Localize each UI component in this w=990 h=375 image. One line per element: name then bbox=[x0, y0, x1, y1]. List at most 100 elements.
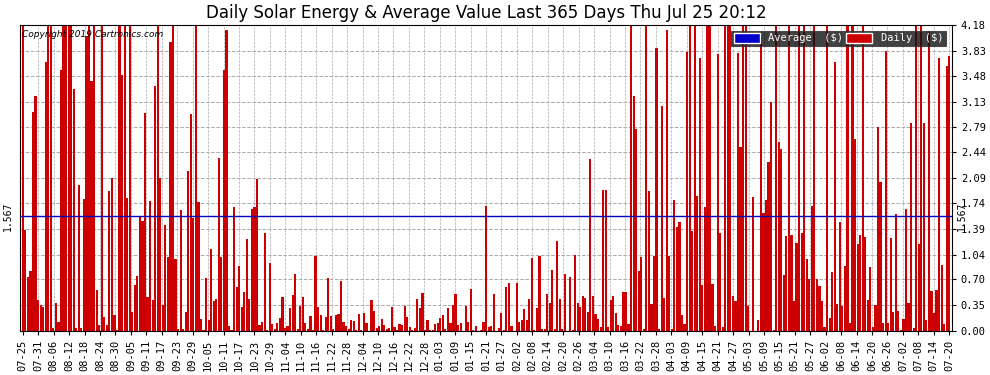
Bar bbox=[767, 162, 769, 330]
Bar bbox=[808, 279, 811, 330]
Bar bbox=[793, 301, 795, 330]
Bar bbox=[144, 113, 147, 330]
Bar bbox=[829, 318, 831, 330]
Bar bbox=[576, 303, 579, 330]
Bar bbox=[164, 225, 166, 330]
Bar bbox=[923, 123, 925, 330]
Bar bbox=[261, 322, 263, 330]
Bar bbox=[208, 320, 210, 330]
Bar bbox=[179, 210, 182, 330]
Bar bbox=[467, 322, 469, 330]
Bar bbox=[250, 209, 253, 330]
Bar bbox=[707, 25, 709, 330]
Bar bbox=[780, 149, 782, 330]
Bar bbox=[469, 289, 472, 330]
Bar bbox=[65, 25, 67, 330]
Bar bbox=[615, 313, 617, 330]
Bar bbox=[197, 202, 200, 330]
Bar bbox=[584, 298, 586, 330]
Bar bbox=[320, 315, 322, 330]
Bar bbox=[676, 227, 678, 330]
Bar bbox=[286, 326, 289, 330]
Bar bbox=[548, 303, 550, 330]
Bar bbox=[663, 298, 665, 330]
Bar bbox=[233, 207, 236, 330]
Bar bbox=[526, 320, 528, 330]
Bar bbox=[487, 327, 490, 330]
Bar bbox=[701, 285, 704, 330]
Bar bbox=[505, 287, 508, 330]
Bar bbox=[154, 87, 156, 330]
Bar bbox=[253, 207, 255, 330]
Bar bbox=[848, 323, 851, 330]
Bar bbox=[556, 241, 558, 330]
Bar bbox=[877, 128, 879, 330]
Bar bbox=[933, 312, 936, 330]
Bar bbox=[40, 304, 42, 330]
Bar bbox=[60, 70, 62, 330]
Text: Copyright 2019 Cartronics.com: Copyright 2019 Cartronics.com bbox=[22, 30, 163, 39]
Bar bbox=[345, 326, 347, 330]
Bar bbox=[126, 198, 129, 330]
Bar bbox=[816, 279, 818, 330]
Bar bbox=[325, 316, 327, 330]
Bar bbox=[940, 266, 942, 330]
Bar bbox=[289, 308, 291, 330]
Bar bbox=[434, 324, 437, 330]
Bar bbox=[561, 329, 563, 330]
Bar bbox=[775, 25, 777, 330]
Bar bbox=[134, 285, 136, 330]
Bar bbox=[333, 329, 335, 330]
Bar bbox=[600, 327, 602, 330]
Bar bbox=[442, 315, 444, 330]
Bar bbox=[717, 54, 719, 330]
Bar bbox=[811, 206, 813, 330]
Bar bbox=[57, 322, 59, 330]
Bar bbox=[409, 327, 411, 330]
Bar bbox=[673, 200, 675, 330]
Bar bbox=[516, 284, 518, 330]
Bar bbox=[902, 319, 905, 330]
Title: Daily Solar Energy & Average Value Last 365 Days Thu Jul 25 20:12: Daily Solar Energy & Average Value Last … bbox=[206, 4, 766, 22]
Bar bbox=[681, 315, 683, 330]
Bar bbox=[347, 329, 349, 330]
Bar bbox=[362, 313, 365, 330]
Bar bbox=[597, 319, 599, 330]
Bar bbox=[119, 25, 121, 330]
Bar bbox=[610, 300, 612, 330]
Bar bbox=[195, 25, 197, 330]
Bar bbox=[851, 25, 853, 330]
Bar bbox=[106, 326, 108, 330]
Bar bbox=[536, 308, 538, 330]
Bar bbox=[856, 243, 858, 330]
Bar bbox=[317, 307, 319, 330]
Bar bbox=[846, 25, 848, 330]
Bar bbox=[714, 326, 716, 330]
Bar bbox=[521, 320, 523, 330]
Bar bbox=[340, 282, 343, 330]
Bar bbox=[589, 159, 591, 330]
Bar bbox=[686, 52, 688, 330]
Bar bbox=[268, 263, 271, 330]
Bar bbox=[192, 218, 194, 330]
Bar bbox=[620, 326, 622, 330]
Bar bbox=[304, 323, 307, 330]
Bar bbox=[647, 191, 650, 330]
Bar bbox=[279, 318, 281, 330]
Bar bbox=[742, 25, 744, 330]
Bar bbox=[228, 326, 230, 330]
Bar bbox=[67, 25, 69, 330]
Bar bbox=[215, 299, 218, 330]
Bar bbox=[187, 171, 189, 330]
Bar bbox=[660, 106, 662, 330]
Bar bbox=[826, 25, 829, 330]
Bar bbox=[801, 232, 803, 330]
Bar bbox=[694, 25, 696, 330]
Bar bbox=[258, 325, 260, 330]
Bar bbox=[628, 324, 630, 330]
Bar bbox=[151, 300, 153, 330]
Bar bbox=[297, 329, 299, 330]
Bar bbox=[335, 315, 337, 330]
Bar bbox=[114, 315, 116, 330]
Bar bbox=[124, 25, 126, 330]
